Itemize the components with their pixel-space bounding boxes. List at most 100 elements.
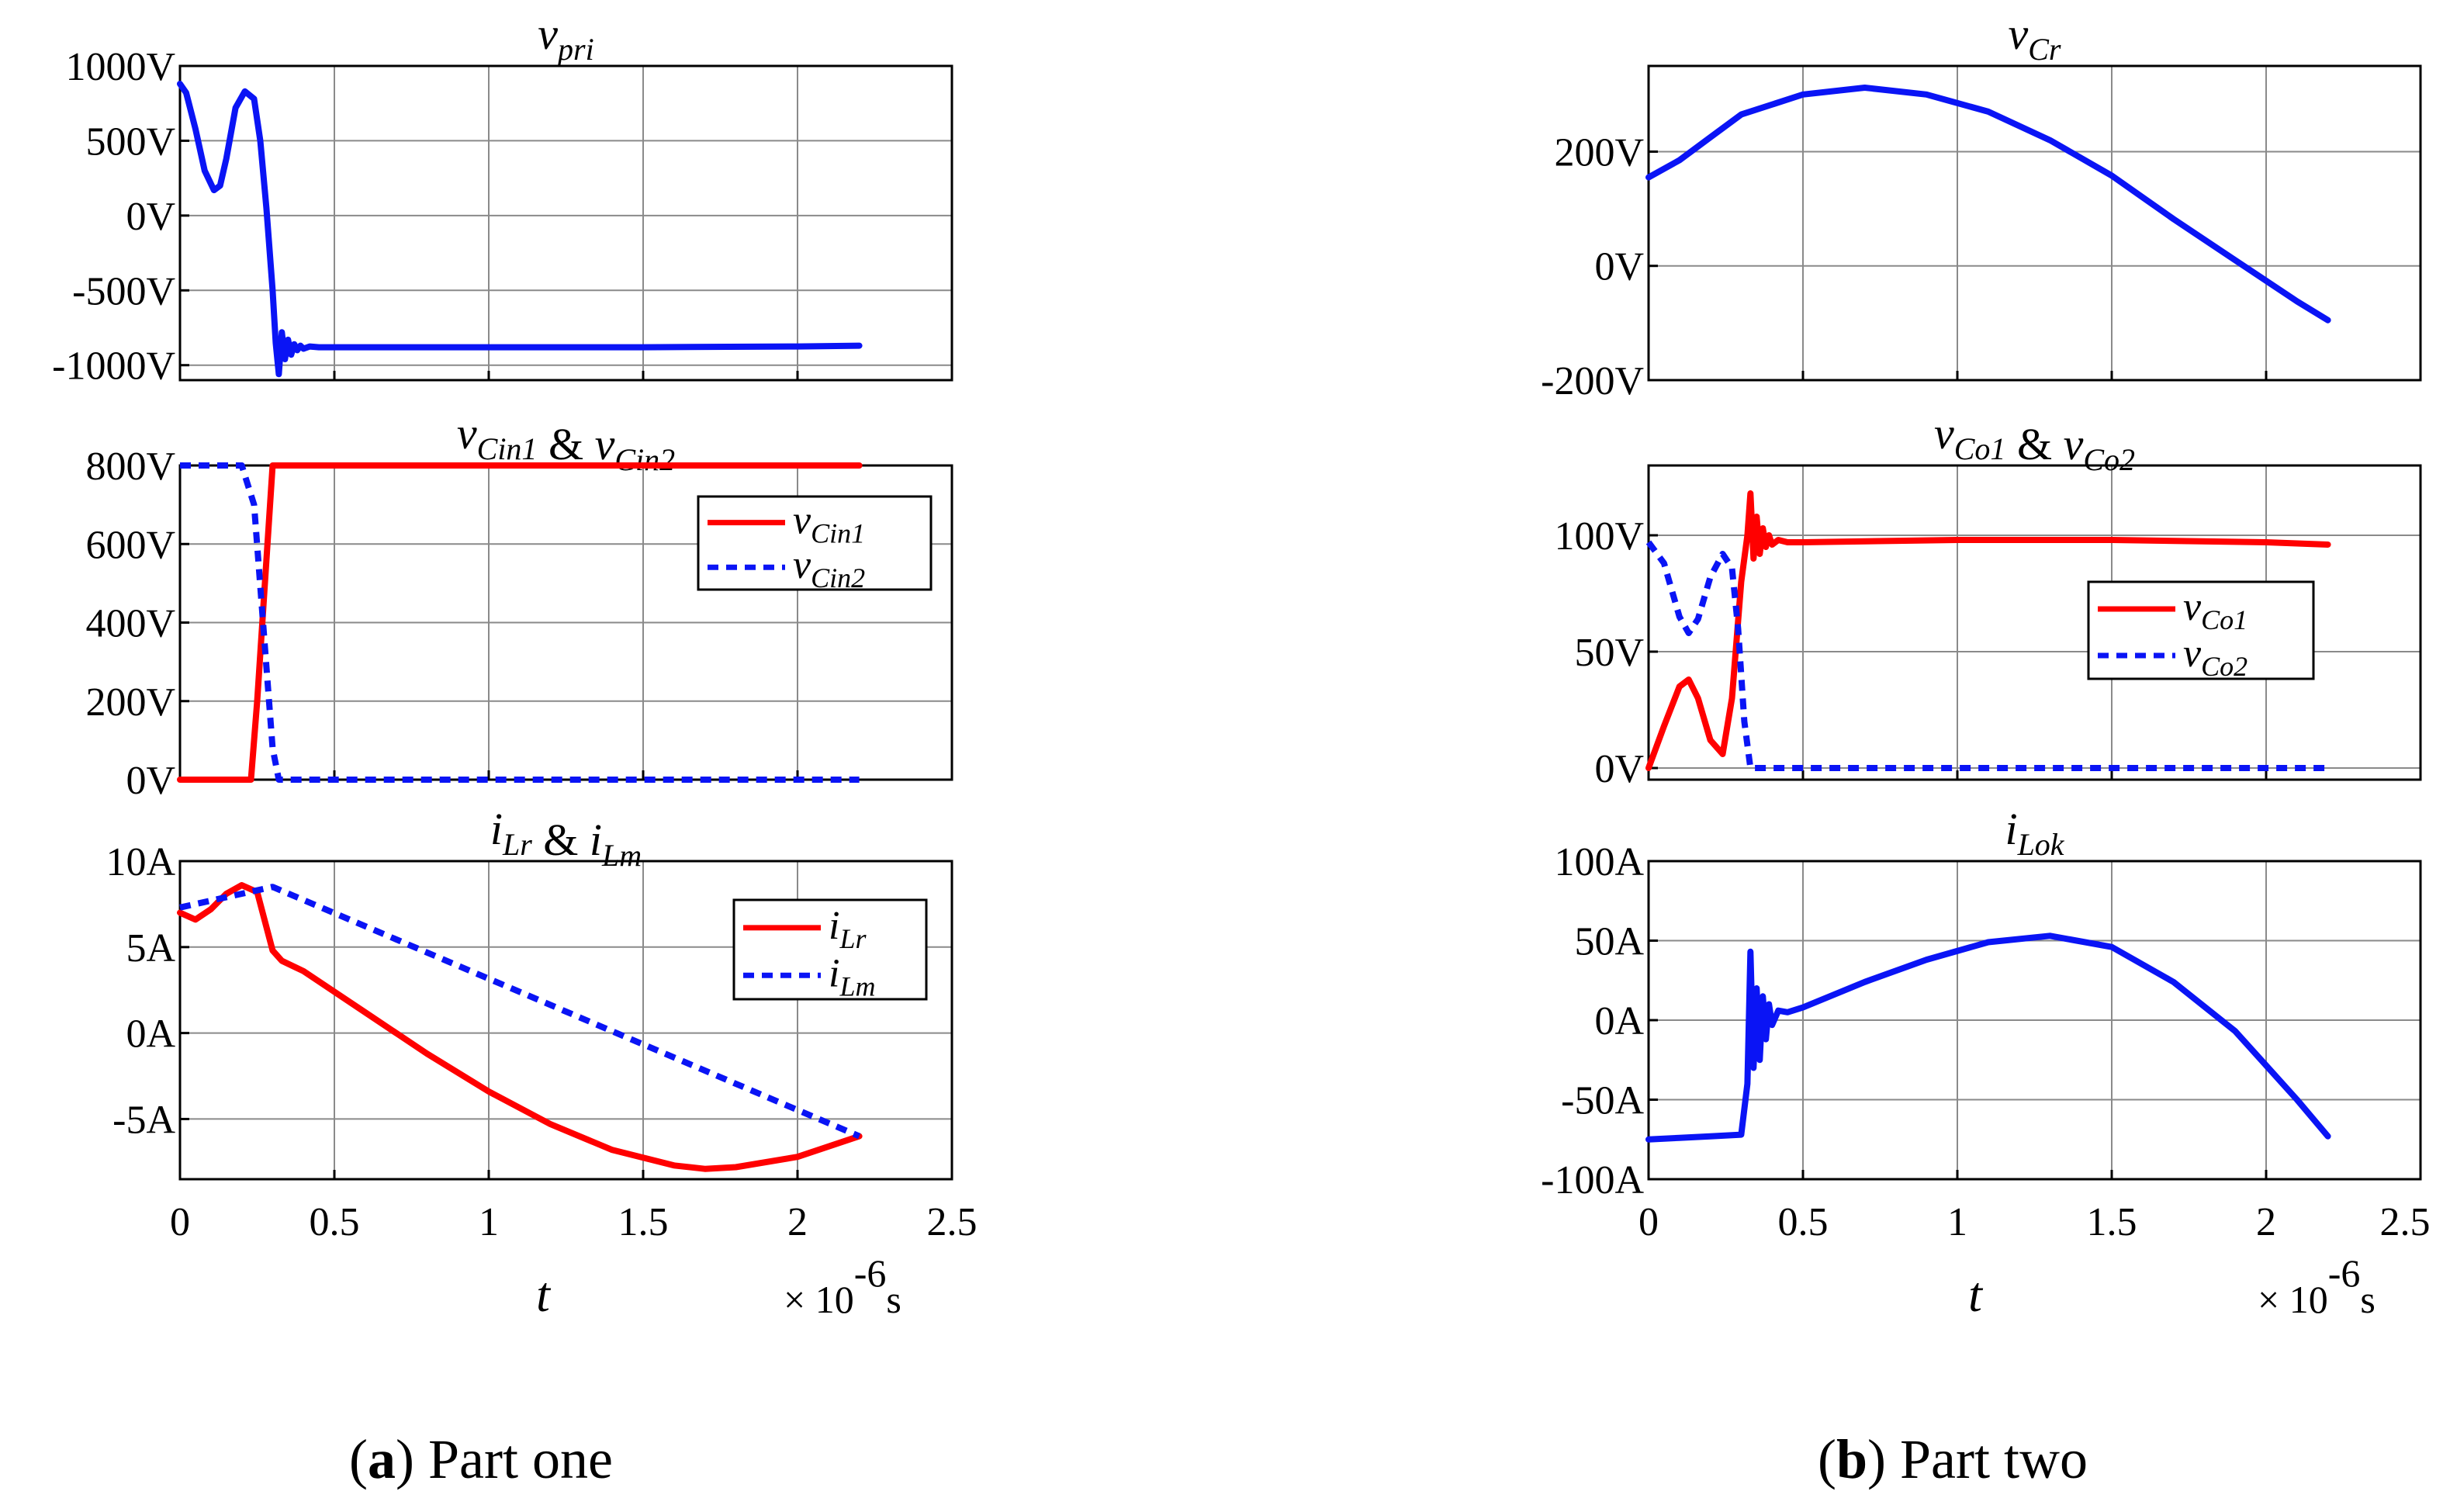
- title-symbol: v: [1934, 408, 1954, 458]
- legend-label: vCin1: [793, 499, 865, 549]
- x-tick-label: 1: [479, 1200, 499, 1244]
- legend-label: vCo2: [2183, 631, 2247, 682]
- chart-title: vCo1 & vCo2: [1934, 408, 2135, 477]
- series-line-v-co1: [1645, 490, 2331, 771]
- chart-title: iLr & iLm: [490, 804, 642, 873]
- series-line-v-pri: [177, 81, 863, 378]
- y-tick-label: 100A: [1554, 840, 1644, 884]
- y-tick-label: -200V: [1541, 359, 1644, 403]
- chart-title: vCin1 & vCin2: [457, 408, 675, 477]
- title-connector: &: [532, 815, 590, 865]
- series-line-v-cr: [1645, 85, 2331, 324]
- legend-symbol: v: [793, 499, 811, 543]
- x-tick-label: 1.5: [2087, 1200, 2137, 1244]
- title-subscript: Lok: [2017, 827, 2065, 862]
- legend-box: [697, 495, 933, 591]
- y-tick-label: 10A: [106, 840, 175, 884]
- series-line-v-cin2: [180, 462, 860, 783]
- legend-symbol: i: [829, 904, 839, 948]
- plot-frame: [1647, 464, 2422, 781]
- series-line-i-lr: [177, 882, 863, 1172]
- y-tick-label: 200V: [1554, 130, 1644, 175]
- plot-frame: [178, 64, 953, 382]
- legend-box: [732, 898, 928, 1001]
- y-tick-label: 1000V: [65, 45, 175, 89]
- y-tick-label: -5A: [112, 1098, 175, 1142]
- series-line-i-lm: [179, 884, 861, 1140]
- legend-subscript: Co1: [2201, 604, 2247, 635]
- legend-symbol: v: [793, 543, 811, 587]
- y-tick-label: -1000V: [52, 344, 175, 389]
- x-tick-label: 2.5: [2380, 1200, 2431, 1244]
- legend-box: [2087, 580, 2315, 680]
- x-tick-label: 1: [1947, 1200, 1967, 1244]
- series-line-i-lok: [1645, 932, 2331, 1143]
- title-symbol: v: [2064, 419, 2084, 469]
- x-axis-multiplier: × 10-6s: [2258, 1251, 2376, 1321]
- legend-subscript: Lr: [839, 923, 867, 954]
- x-tick-label: 0: [170, 1200, 190, 1244]
- y-tick-label: 0V: [1594, 245, 1644, 289]
- x-axes: 0 0.5 1 1.5 2 2.5 t × 10-6s 0 0.5 1 1.5 …: [170, 1200, 2431, 1322]
- legend-symbol: v: [2183, 585, 2202, 629]
- title-subscript: Cin1: [477, 431, 538, 466]
- x-axis-label: t: [1968, 1267, 1984, 1322]
- x-tick-label: 2.5: [927, 1200, 978, 1244]
- title-subscript: Cin2: [614, 442, 675, 477]
- chart-title: iLok: [2005, 804, 2064, 862]
- x-tick-label: 2: [2256, 1200, 2276, 1244]
- chart-title: vCr: [2009, 9, 2061, 67]
- y-tick-label: 200V: [85, 680, 175, 725]
- title-subscript: Lm: [601, 838, 642, 873]
- y-tick-label: 100V: [1554, 514, 1644, 559]
- legend-subscript: Lm: [839, 971, 875, 1002]
- x-axis-multiplier: × 10-6s: [784, 1251, 901, 1321]
- series-line-v-co2: [1645, 540, 2328, 771]
- x-tick-label: 1.5: [618, 1200, 669, 1244]
- y-tick-label: 5A: [126, 926, 175, 971]
- title-subscript: Lr: [502, 827, 532, 862]
- caption-a: (a) Part one: [349, 1428, 613, 1490]
- title-subscript: Co2: [2083, 442, 2135, 477]
- title-connector: &: [2005, 419, 2063, 469]
- legend-subscript: Cin1: [811, 518, 865, 549]
- chart-vpri: -1000V -500V 0V 500V 1000V vpri: [52, 9, 953, 389]
- x-axis-label: t: [536, 1267, 552, 1322]
- legend-symbol: i: [829, 951, 839, 995]
- title-symbol: i: [590, 815, 602, 865]
- chart-ilok: -100A -50A 0A 50A 100A iLok: [1541, 804, 2422, 1202]
- y-tick-label: -500V: [72, 269, 175, 313]
- legend-label: vCin2: [793, 543, 865, 593]
- y-tick-label: 0V: [1594, 747, 1644, 791]
- plot-frame: [178, 860, 953, 1181]
- title-symbol: v: [538, 9, 558, 59]
- legend-label: iLm: [829, 951, 875, 1002]
- x-tick-label: 0: [1638, 1200, 1659, 1244]
- x-tick-label: 0.5: [1778, 1200, 1829, 1244]
- y-tick-label: 800V: [85, 445, 175, 489]
- series-line-v-cin1: [177, 462, 863, 783]
- title-symbol: v: [2009, 9, 2029, 59]
- y-tick-label: 600V: [85, 523, 175, 567]
- title-symbol: i: [490, 804, 503, 854]
- title-symbol: i: [2005, 804, 2017, 854]
- legend-label: iLr: [829, 904, 867, 954]
- x-tick-label: 2: [787, 1200, 808, 1244]
- y-tick-label: -50A: [1561, 1079, 1644, 1123]
- title-subscript: pri: [555, 32, 594, 67]
- caption-b: (b) Part two: [1818, 1428, 2088, 1490]
- title-symbol: v: [595, 419, 615, 469]
- chart-vcr: -200V 0V 200V vCr: [1541, 9, 2422, 403]
- title-subscript: Co1: [1954, 431, 2006, 466]
- legend-subscript: Co2: [2201, 651, 2247, 682]
- y-tick-label: 500V: [85, 119, 175, 164]
- x-tick-label: 0.5: [310, 1200, 360, 1244]
- y-tick-label: 0V: [126, 195, 175, 239]
- y-tick-label: 400V: [85, 602, 175, 646]
- legend-symbol: v: [2183, 631, 2202, 676]
